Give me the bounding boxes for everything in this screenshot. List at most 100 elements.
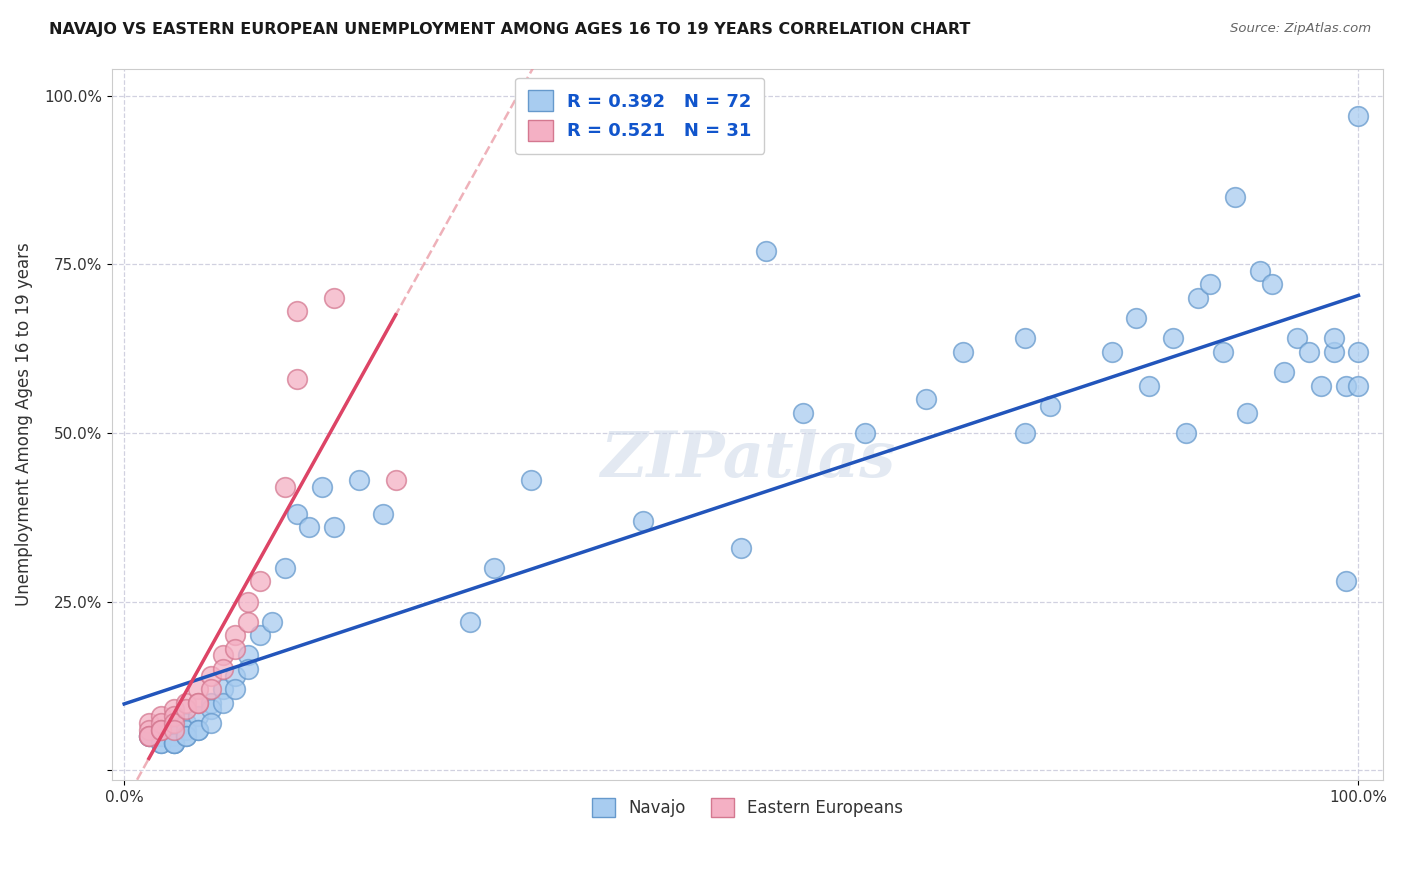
Point — [162, 723, 184, 737]
Point — [755, 244, 778, 258]
Point — [1163, 331, 1185, 345]
Point — [1212, 344, 1234, 359]
Point — [1125, 311, 1147, 326]
Point — [1347, 109, 1369, 123]
Point — [138, 730, 160, 744]
Point — [200, 682, 222, 697]
Point — [174, 723, 197, 737]
Point — [1323, 331, 1346, 345]
Point — [162, 730, 184, 744]
Point — [174, 730, 197, 744]
Point — [1199, 277, 1222, 292]
Point — [162, 736, 184, 750]
Point — [138, 715, 160, 730]
Point — [1298, 344, 1320, 359]
Legend: Navajo, Eastern Europeans: Navajo, Eastern Europeans — [583, 789, 911, 825]
Point — [1101, 344, 1123, 359]
Point — [458, 615, 481, 629]
Text: Source: ZipAtlas.com: Source: ZipAtlas.com — [1230, 22, 1371, 36]
Point — [138, 723, 160, 737]
Point — [212, 662, 235, 676]
Point — [138, 730, 160, 744]
Point — [249, 628, 271, 642]
Point — [150, 736, 173, 750]
Point — [162, 709, 184, 723]
Point — [1223, 190, 1246, 204]
Point — [236, 662, 259, 676]
Point — [162, 736, 184, 750]
Point — [212, 648, 235, 663]
Point — [384, 473, 406, 487]
Point — [187, 709, 209, 723]
Point — [150, 715, 173, 730]
Point — [187, 696, 209, 710]
Point — [520, 473, 543, 487]
Point — [1310, 378, 1333, 392]
Point — [200, 715, 222, 730]
Point — [1187, 291, 1209, 305]
Text: NAVAJO VS EASTERN EUROPEAN UNEMPLOYMENT AMONG AGES 16 TO 19 YEARS CORRELATION CH: NAVAJO VS EASTERN EUROPEAN UNEMPLOYMENT … — [49, 22, 970, 37]
Point — [792, 406, 814, 420]
Point — [1174, 425, 1197, 440]
Point — [174, 730, 197, 744]
Point — [150, 723, 173, 737]
Point — [1249, 264, 1271, 278]
Point — [298, 520, 321, 534]
Point — [162, 702, 184, 716]
Point — [347, 473, 370, 487]
Point — [273, 480, 295, 494]
Point — [285, 507, 308, 521]
Point — [224, 669, 246, 683]
Point — [162, 736, 184, 750]
Point — [150, 723, 173, 737]
Point — [150, 730, 173, 744]
Point — [1014, 331, 1036, 345]
Point — [187, 723, 209, 737]
Point — [187, 682, 209, 697]
Point — [1323, 344, 1346, 359]
Point — [224, 682, 246, 697]
Point — [150, 709, 173, 723]
Point — [150, 730, 173, 744]
Point — [373, 507, 395, 521]
Point — [1347, 378, 1369, 392]
Point — [212, 696, 235, 710]
Y-axis label: Unemployment Among Ages 16 to 19 years: Unemployment Among Ages 16 to 19 years — [15, 243, 32, 607]
Point — [1274, 365, 1296, 379]
Point — [200, 669, 222, 683]
Point — [1334, 378, 1357, 392]
Point — [236, 648, 259, 663]
Point — [730, 541, 752, 555]
Point — [138, 730, 160, 744]
Point — [323, 291, 346, 305]
Point — [138, 730, 160, 744]
Point — [174, 696, 197, 710]
Point — [1137, 378, 1160, 392]
Point — [150, 736, 173, 750]
Point — [162, 715, 184, 730]
Point — [915, 392, 938, 406]
Point — [484, 561, 506, 575]
Point — [311, 480, 333, 494]
Point — [162, 723, 184, 737]
Point — [631, 514, 654, 528]
Point — [952, 344, 974, 359]
Point — [262, 615, 284, 629]
Point — [187, 723, 209, 737]
Point — [1347, 344, 1369, 359]
Point — [249, 574, 271, 589]
Point — [285, 372, 308, 386]
Point — [323, 520, 346, 534]
Point — [174, 715, 197, 730]
Text: ZIPatlas: ZIPatlas — [600, 429, 896, 491]
Point — [285, 304, 308, 318]
Point — [187, 696, 209, 710]
Point — [224, 641, 246, 656]
Point — [1014, 425, 1036, 440]
Point — [1039, 399, 1062, 413]
Point — [200, 702, 222, 716]
Point — [1261, 277, 1284, 292]
Point — [853, 425, 876, 440]
Point — [236, 615, 259, 629]
Point — [273, 561, 295, 575]
